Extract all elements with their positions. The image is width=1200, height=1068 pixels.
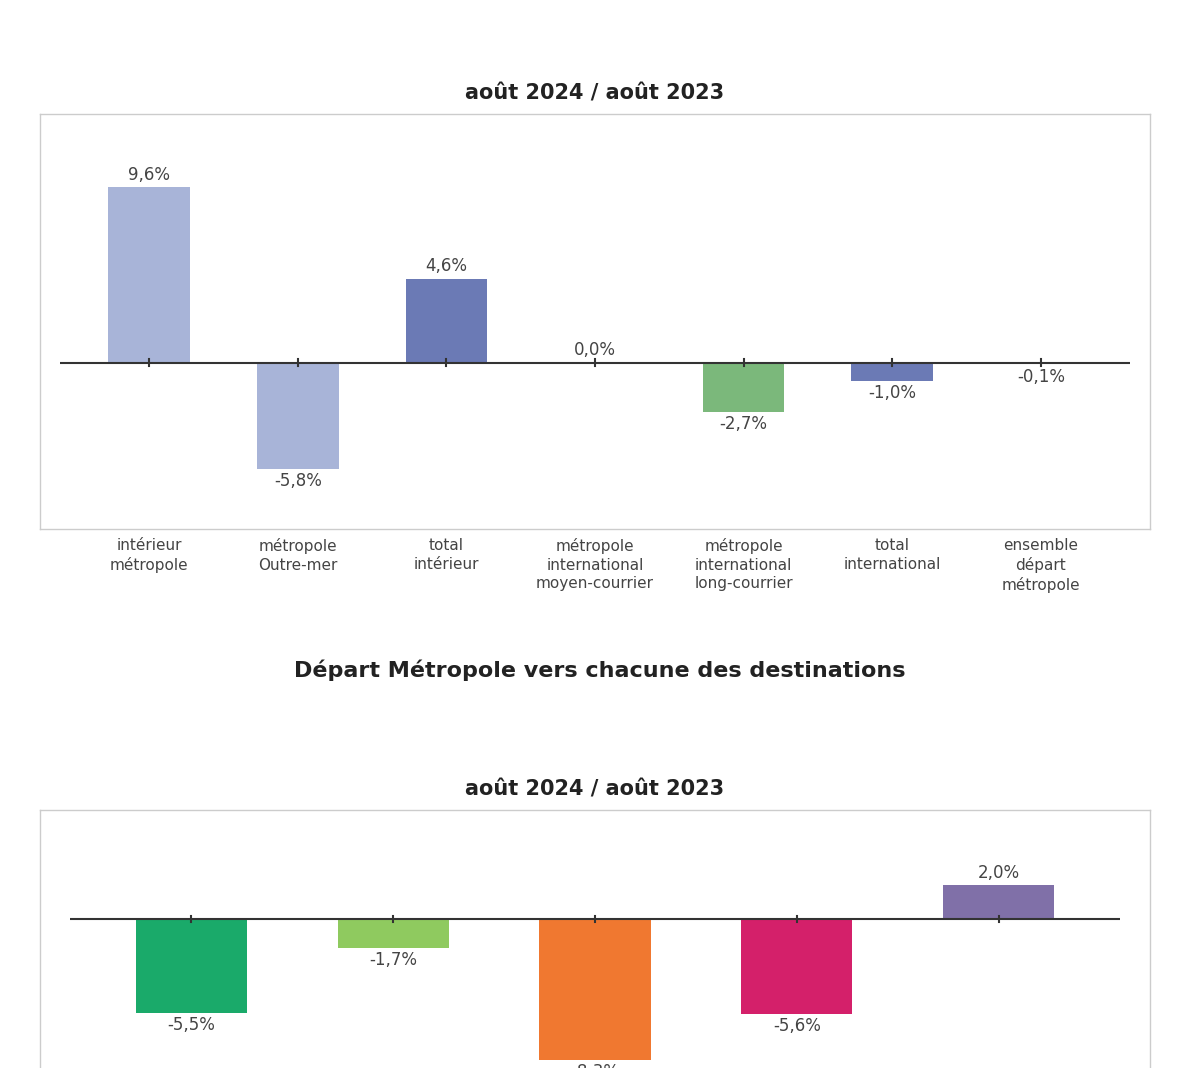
Bar xyxy=(257,363,338,469)
Bar xyxy=(337,918,449,947)
Text: ÉVOLUTION: ÉVOLUTION xyxy=(13,712,210,741)
Text: métropole
international
long-courrier: métropole international long-courrier xyxy=(695,538,793,592)
Text: total
international: total international xyxy=(844,538,941,571)
Bar xyxy=(406,279,487,363)
Text: -5,6%: -5,6% xyxy=(773,1018,821,1035)
Text: ensemble
départ
métropole: ensemble départ métropole xyxy=(1002,538,1080,593)
Text: août 2024 / août 2023: août 2024 / août 2023 xyxy=(466,83,725,104)
Text: Départ Métropole vers chacune des destinations: Départ Métropole vers chacune des destin… xyxy=(294,659,906,680)
Text: des prix au départ de métropole: des prix au départ de métropole xyxy=(134,17,570,45)
Text: -8,3%: -8,3% xyxy=(571,1064,619,1068)
Bar xyxy=(540,918,650,1061)
Text: intérieur
métropole: intérieur métropole xyxy=(110,538,188,574)
Bar xyxy=(703,363,785,412)
Text: -2,7%: -2,7% xyxy=(720,415,768,434)
Bar xyxy=(851,363,934,381)
Text: ÉVOLUTION: ÉVOLUTION xyxy=(13,16,210,46)
Text: total
intérieur: total intérieur xyxy=(414,538,479,571)
Text: métropole
Outre-mer: métropole Outre-mer xyxy=(258,538,337,572)
Text: métropole
international
moyen-courrier: métropole international moyen-courrier xyxy=(536,538,654,592)
Text: -0,1%: -0,1% xyxy=(1016,367,1064,386)
Text: 2,0%: 2,0% xyxy=(978,864,1020,882)
Text: -5,5%: -5,5% xyxy=(167,1016,215,1034)
Text: des prix au départ des DOM: des prix au départ des DOM xyxy=(134,713,512,741)
Text: -1,0%: -1,0% xyxy=(869,384,917,403)
Text: 9,6%: 9,6% xyxy=(128,166,170,184)
Bar xyxy=(108,187,190,363)
Bar xyxy=(943,884,1055,918)
Text: août 2024 / août 2023: août 2024 / août 2023 xyxy=(466,780,725,799)
Bar xyxy=(136,918,247,1012)
Text: 0,0%: 0,0% xyxy=(574,342,616,359)
Text: -1,7%: -1,7% xyxy=(370,951,418,969)
Bar xyxy=(742,918,852,1015)
Text: 4,6%: 4,6% xyxy=(425,257,467,276)
Text: -5,8%: -5,8% xyxy=(274,472,322,490)
Bar xyxy=(1000,363,1081,364)
